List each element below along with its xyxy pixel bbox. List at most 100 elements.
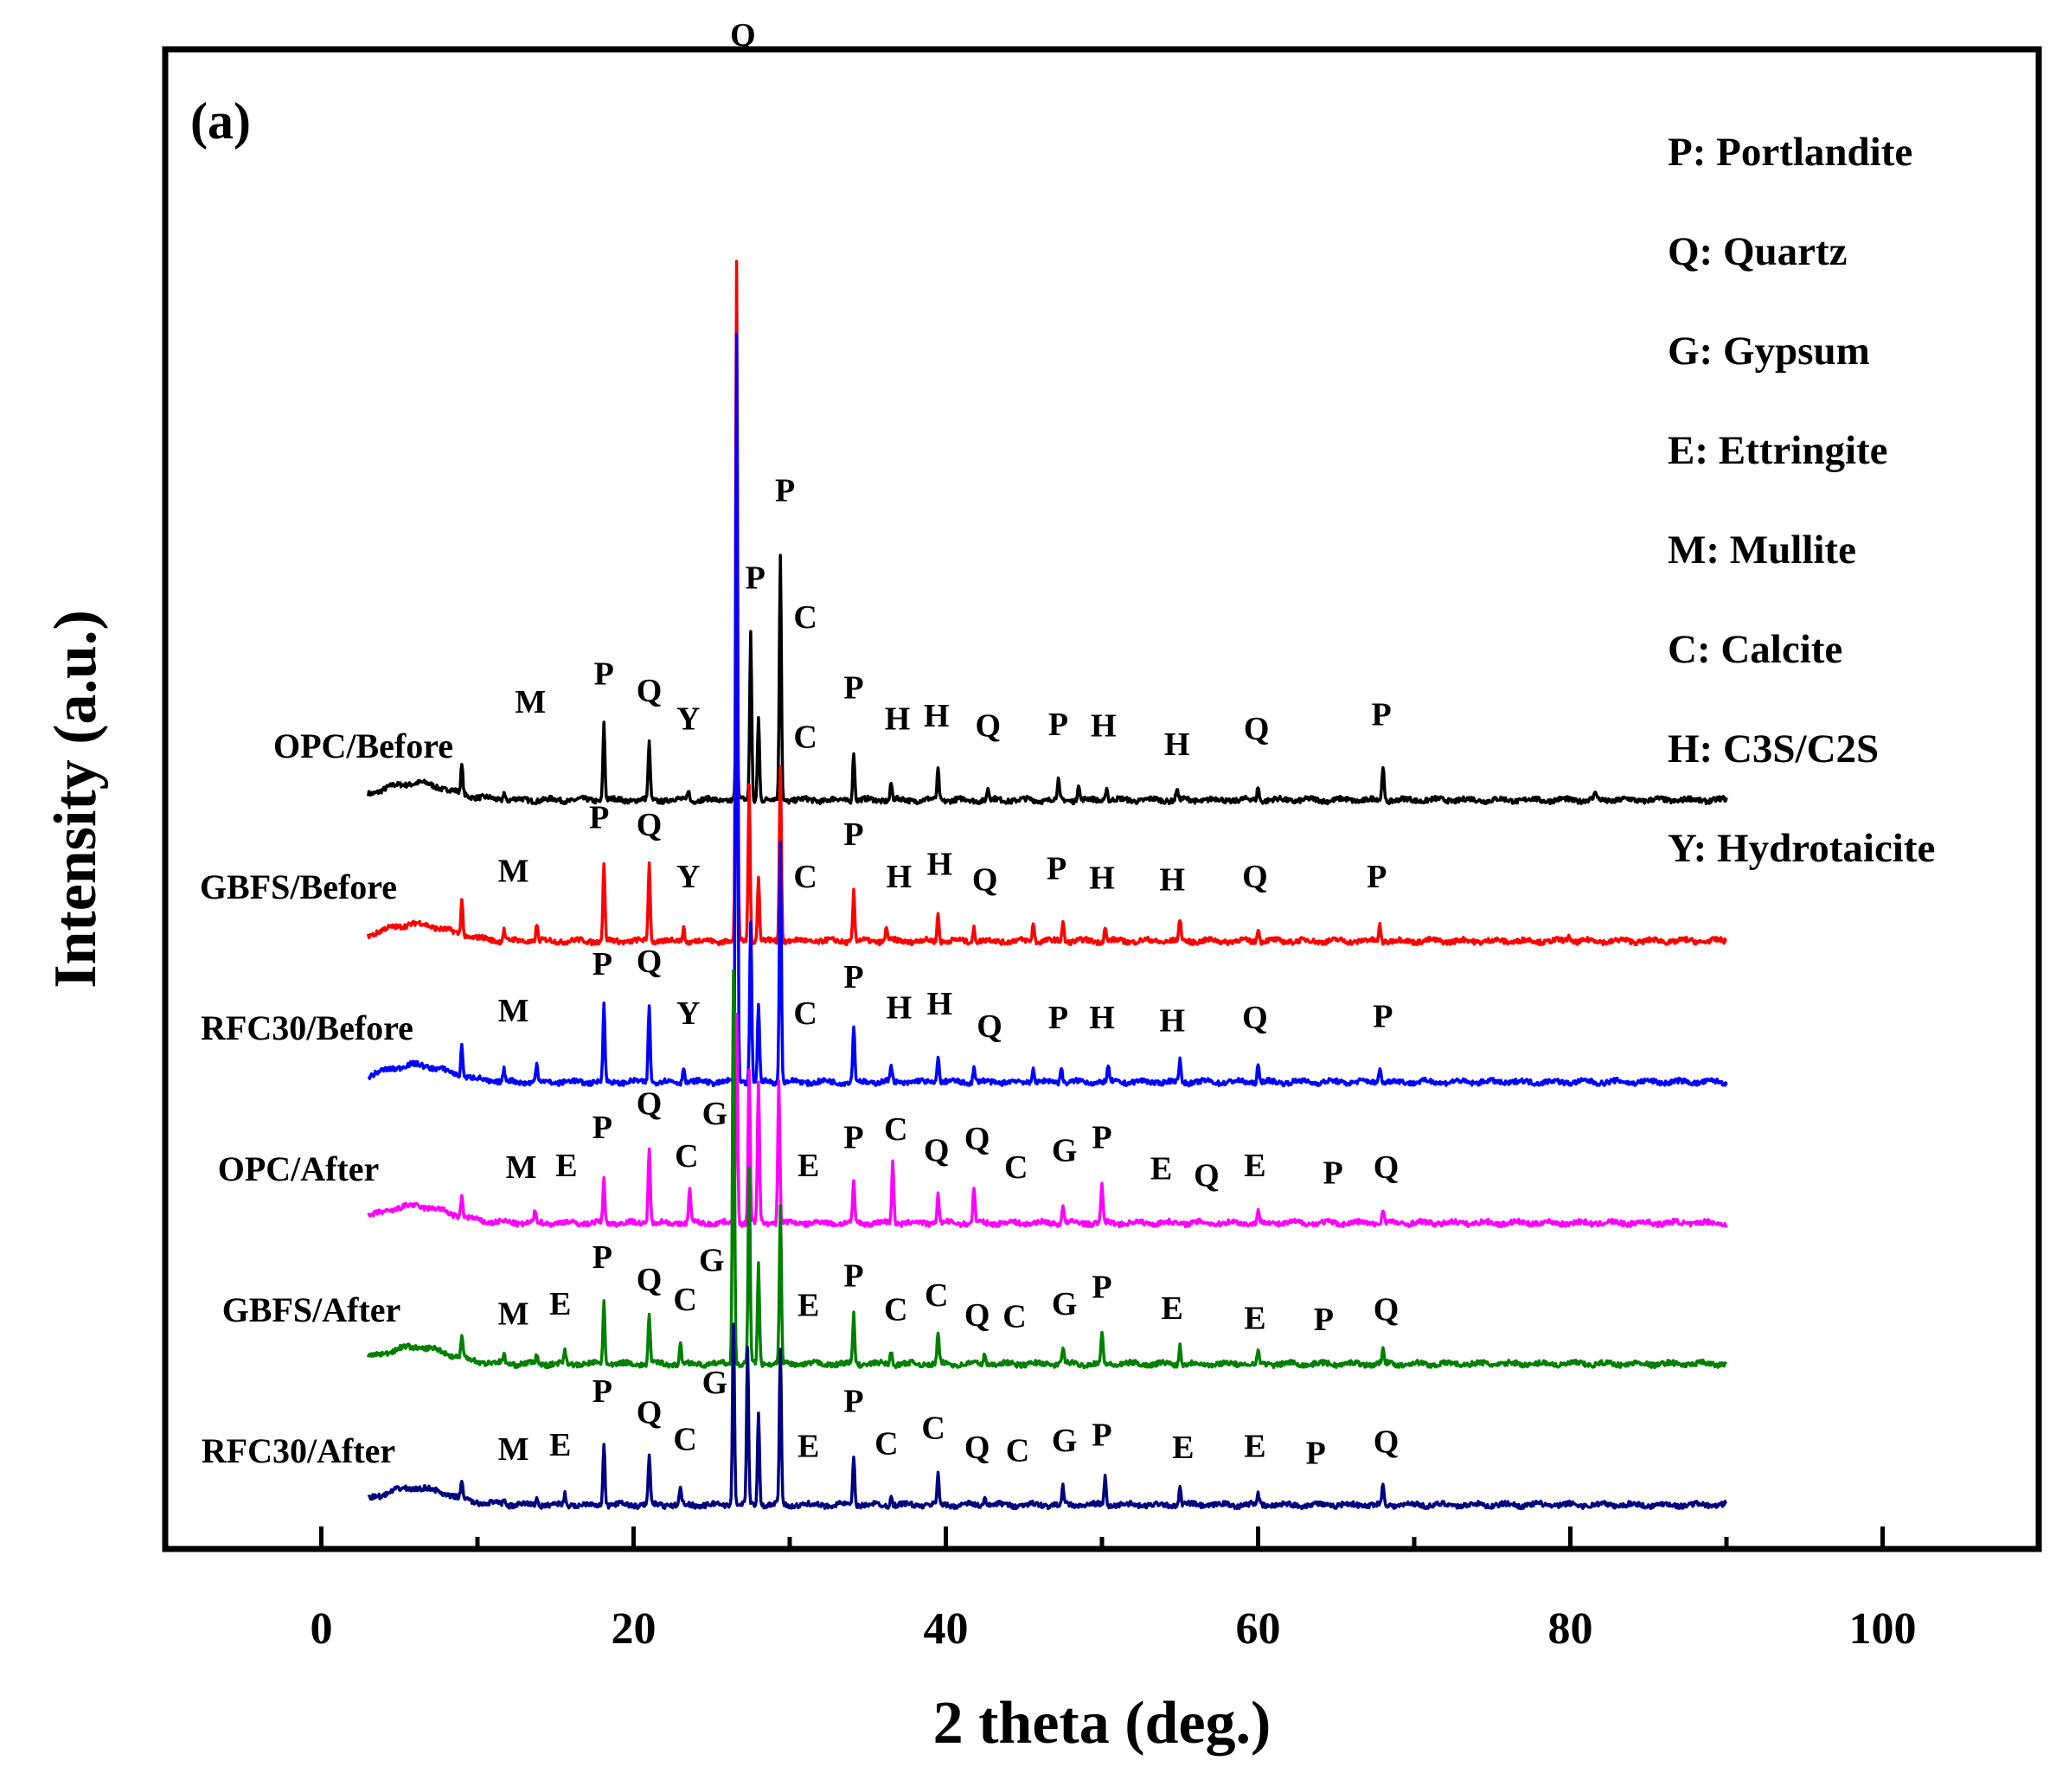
peak-label: P: [843, 1120, 863, 1156]
x-tick-label: 60: [1236, 1604, 1281, 1654]
legend-entry: M: Mullite: [1668, 528, 1856, 573]
series-line: [366, 554, 1728, 806]
peak-label: M: [515, 684, 546, 720]
peak-label: P: [1048, 1000, 1068, 1036]
peak-label: P: [1323, 1155, 1343, 1191]
peak-label: Q: [924, 1132, 950, 1168]
peak-label: C: [673, 1282, 696, 1318]
series-line: [367, 332, 1728, 1088]
peak-label: E: [1244, 1148, 1265, 1184]
peak-label: Q: [1194, 1158, 1220, 1194]
peak-label: P: [775, 472, 795, 509]
peak-label: C: [884, 1291, 907, 1328]
peak-label: G: [702, 1365, 728, 1401]
peak-label: P: [593, 1373, 612, 1410]
peak-label: Q: [637, 1085, 663, 1122]
series-line: [367, 1012, 1728, 1229]
legend-entry: H: C3S/C2S: [1668, 726, 1879, 771]
peak-label: C: [1004, 1149, 1028, 1186]
series-line: [367, 1322, 1727, 1511]
peak-label: C: [1006, 1432, 1029, 1469]
peak-label: M: [506, 1149, 537, 1186]
peak-label: Q: [1242, 1000, 1268, 1036]
peak-label: P: [593, 946, 612, 982]
peak-label: H: [887, 990, 913, 1027]
peak-label: H: [887, 859, 913, 895]
peak-label: Q: [637, 673, 663, 709]
peak-label: Q: [964, 1430, 990, 1466]
peak-label: G: [1052, 1423, 1078, 1459]
peak-label: P: [746, 560, 765, 597]
peak-label: E: [1150, 1150, 1172, 1187]
legend-entry: G: Gypsum: [1668, 329, 1870, 374]
peak-label: C: [793, 599, 817, 636]
y-axis-title: Intensity (a.u.): [42, 610, 109, 989]
peak-label: P: [843, 816, 863, 853]
peak-label: Y: [676, 701, 700, 738]
peak-label: Q: [964, 1121, 990, 1157]
peak-label: H: [1164, 726, 1190, 763]
peak-label: H: [1159, 861, 1185, 898]
peak-label: Q: [637, 1262, 663, 1298]
peak-label: Q: [972, 861, 998, 898]
peak-label: E: [1172, 1430, 1194, 1466]
peak-label: Q: [1374, 1424, 1400, 1461]
peak-label: P: [593, 1110, 612, 1146]
peak-label: Q: [637, 807, 663, 843]
peak-label: Q: [977, 1008, 1002, 1045]
peak-label: C: [1002, 1299, 1026, 1335]
series-line: [366, 969, 1728, 1370]
peak-label: P: [1092, 1418, 1111, 1454]
peak-label: P: [594, 656, 614, 692]
peak-label: E: [549, 1286, 571, 1322]
peak-label: E: [1244, 1300, 1265, 1336]
peak-label: H: [926, 846, 952, 882]
peak-label: C: [874, 1425, 898, 1462]
peak-label: C: [793, 859, 817, 895]
peak-label: H: [1091, 708, 1117, 745]
peak-label: H: [1159, 1002, 1185, 1039]
peak-label: H: [1089, 861, 1115, 897]
peak-label: M: [498, 1296, 529, 1332]
peak-label: Q: [1242, 859, 1268, 895]
peak-label: E: [797, 1288, 819, 1324]
series-label: RFC30/Before: [201, 1008, 413, 1047]
peak-label: M: [498, 854, 529, 890]
legend: P: Portlandite Q: Quartz G: Gypsum E: Et…: [1668, 130, 1935, 871]
peak-label: G: [1052, 1132, 1078, 1168]
series-label: GBFS/Before: [200, 867, 397, 906]
x-tick-label: 100: [1849, 1604, 1917, 1654]
peak-label: H: [926, 986, 952, 1022]
series-label: OPC/Before: [273, 726, 453, 765]
x-tick-label: 0: [311, 1604, 333, 1654]
peak-label: P: [1314, 1302, 1334, 1338]
peak-label: P: [1048, 707, 1068, 743]
peak-label: G: [702, 1096, 728, 1132]
peak-label: Q: [964, 1297, 990, 1334]
peak-label: C: [793, 995, 817, 1032]
peak-label: C: [793, 720, 817, 756]
peak-label: C: [675, 1138, 698, 1174]
x-tick-label: 40: [924, 1604, 969, 1654]
peak-label: H: [924, 698, 950, 734]
peak-label: E: [797, 1429, 819, 1465]
legend-entry: P: Portlandite: [1668, 130, 1912, 175]
peak-label: E: [549, 1427, 571, 1463]
x-tick-label: 20: [612, 1604, 657, 1654]
peak-label: P: [843, 670, 863, 707]
peak-label: P: [1306, 1436, 1326, 1472]
peak-label: P: [1371, 697, 1391, 733]
peak-label: P: [1373, 998, 1393, 1034]
series-label: OPC/After: [218, 1149, 380, 1188]
peak-label: Q: [1374, 1291, 1400, 1328]
peak-label: Q: [1244, 711, 1270, 747]
series-label: RFC30/After: [202, 1431, 395, 1470]
series-layer: [366, 259, 1728, 1511]
peak-label: P: [593, 1239, 612, 1276]
legend-entry: Q: Quartz: [1668, 229, 1848, 274]
peak-label: H: [885, 701, 911, 738]
peak-label: Q: [637, 1394, 663, 1430]
peak-label: C: [925, 1277, 948, 1314]
